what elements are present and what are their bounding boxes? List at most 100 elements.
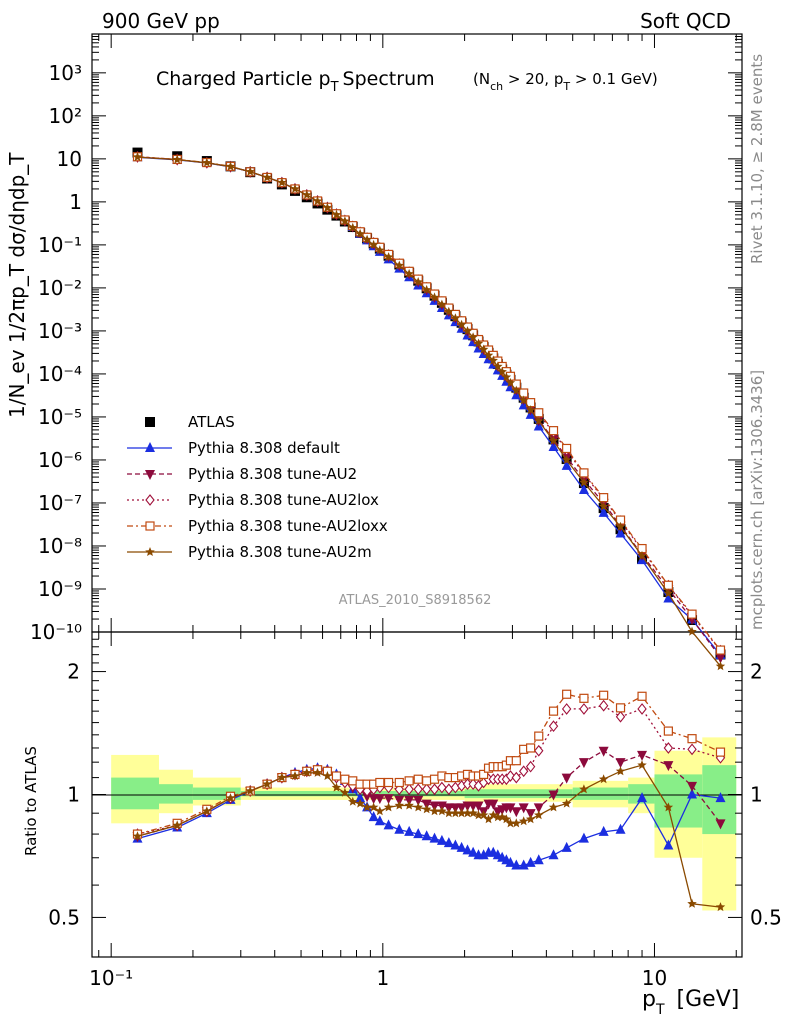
ratio-data-point <box>375 777 385 788</box>
ratio-data-point <box>443 837 454 848</box>
main-data-point <box>663 592 674 603</box>
main-data-point <box>456 319 467 329</box>
ratio-data-point <box>548 790 559 801</box>
ratio-data-point <box>637 760 647 770</box>
ratio-data-point <box>615 766 626 776</box>
ratio-data-point <box>598 746 609 757</box>
ratio-data-point <box>715 902 726 912</box>
ratio-data-point <box>525 814 536 824</box>
ratio-data-point <box>663 761 674 772</box>
ratio-data-point <box>598 825 609 836</box>
ratio-series-4 <box>132 760 726 912</box>
ratio-tick-label-right: 1 <box>750 783 763 807</box>
main-data-point <box>715 653 726 664</box>
title-selection: (Nch > 20, pT > 0.1 GeV) <box>473 70 658 93</box>
y-tick-label: 10⁻¹ <box>38 233 82 257</box>
main-data-point <box>599 493 609 503</box>
main-data-point <box>548 426 559 436</box>
ratio-data-point <box>394 823 405 834</box>
ratio-tick-label-right: 2 <box>750 660 763 684</box>
ratio-data-point <box>413 802 423 812</box>
x-tick-label: 10 <box>642 966 667 990</box>
header-right: Soft QCD <box>640 9 731 33</box>
legend-label: Pythia 8.308 tune-AU2lox <box>188 491 379 509</box>
ratio-data-point <box>615 758 626 769</box>
main-series-4 <box>132 152 726 655</box>
ratio-data-point <box>533 854 544 865</box>
ratio-data-point <box>374 815 385 826</box>
ratio-data-point <box>578 758 589 769</box>
main-data-point <box>429 292 440 302</box>
ratio-series-3 <box>132 689 726 839</box>
main-data-point <box>501 372 512 382</box>
ratio-data-point <box>331 771 342 781</box>
y-tick-label: 10² <box>49 104 82 128</box>
ratio-data-point <box>245 786 255 795</box>
ratio-data-point <box>483 814 494 824</box>
main-data-point <box>368 239 379 249</box>
ratio-data-point <box>561 703 572 715</box>
ratio-data-point <box>355 792 366 803</box>
legend: ATLAS Pythia 8.308 default Pythia 8.308 tu… <box>127 413 388 561</box>
ratio-data-point <box>488 799 499 810</box>
ratio-series-group <box>132 689 726 912</box>
ratio-data-point <box>450 808 461 818</box>
ratio-data-point <box>421 830 432 841</box>
ratio-data-point <box>511 807 522 818</box>
main-data-point <box>518 395 529 405</box>
ratio-data-point <box>687 734 697 744</box>
main-data-point <box>245 166 255 176</box>
main-data-point <box>637 550 647 560</box>
ratio-data-point <box>413 774 423 784</box>
ratio-band-green <box>572 787 629 800</box>
legend-label: Pythia 8.308 tune-AU2loxx <box>188 517 388 535</box>
ratio-data-point <box>501 814 512 824</box>
main-data-point <box>444 306 454 316</box>
y-tick-label: 10 <box>57 147 82 171</box>
main-data-point <box>579 477 589 487</box>
ratio-tick-label: 1 <box>67 783 80 807</box>
ratio-data-point <box>548 720 559 733</box>
ratio-data-point <box>578 832 589 843</box>
ratio-data-point <box>478 810 489 820</box>
legend-entry: Pythia 8.308 tune-AU2m <box>127 543 372 561</box>
main-data-point <box>548 435 559 445</box>
main-series-1 <box>132 151 726 660</box>
legend-label: ATLAS <box>188 413 235 431</box>
legend-entry: ATLAS <box>145 413 235 431</box>
main-series-line <box>137 156 722 656</box>
main-data-point <box>375 245 385 255</box>
x-axis-label-sub: T <box>655 1002 665 1018</box>
ratio-data-point <box>579 703 589 715</box>
main-data-point <box>548 441 559 452</box>
main-series-3 <box>132 150 726 657</box>
main-data-point <box>687 609 697 619</box>
main-data-point <box>290 183 300 193</box>
ratio-data-point <box>663 802 674 812</box>
ratio-data-point <box>518 765 529 778</box>
ratio-data-point <box>374 794 385 805</box>
legend-marker <box>145 521 155 531</box>
ratio-data-point <box>715 819 726 830</box>
ratio-data-point <box>525 856 536 867</box>
ratio-data-point <box>663 742 674 754</box>
selection-mid: > 20, p <box>503 70 563 88</box>
ratio-data-point <box>375 806 385 816</box>
legend-marker <box>145 494 155 506</box>
main-ylabel: 1/N_ev 1/2πp_T dσ/dηdp_T <box>5 152 29 418</box>
ratio-data-point <box>579 693 589 703</box>
main-data-point <box>355 228 365 238</box>
ratio-data-point <box>561 798 572 808</box>
ratio-data-point <box>383 794 394 805</box>
ratio-data-point <box>687 743 697 756</box>
main-data-point <box>534 416 544 426</box>
x-tick-label: 10⁻¹ <box>89 966 133 990</box>
legend-label: Pythia 8.308 tune-AU2 <box>188 465 357 483</box>
rivet-version-text: Rivet 3.1.10, ≥ 2.8M events <box>748 54 766 264</box>
ratio-data-point <box>473 810 484 820</box>
ratio-tick-label-right: 0.5 <box>750 905 782 929</box>
ratio-data-point <box>599 690 609 700</box>
ratio-data-point <box>394 777 404 788</box>
ratio-data-point <box>511 818 522 828</box>
ratio-data-point <box>404 776 414 786</box>
